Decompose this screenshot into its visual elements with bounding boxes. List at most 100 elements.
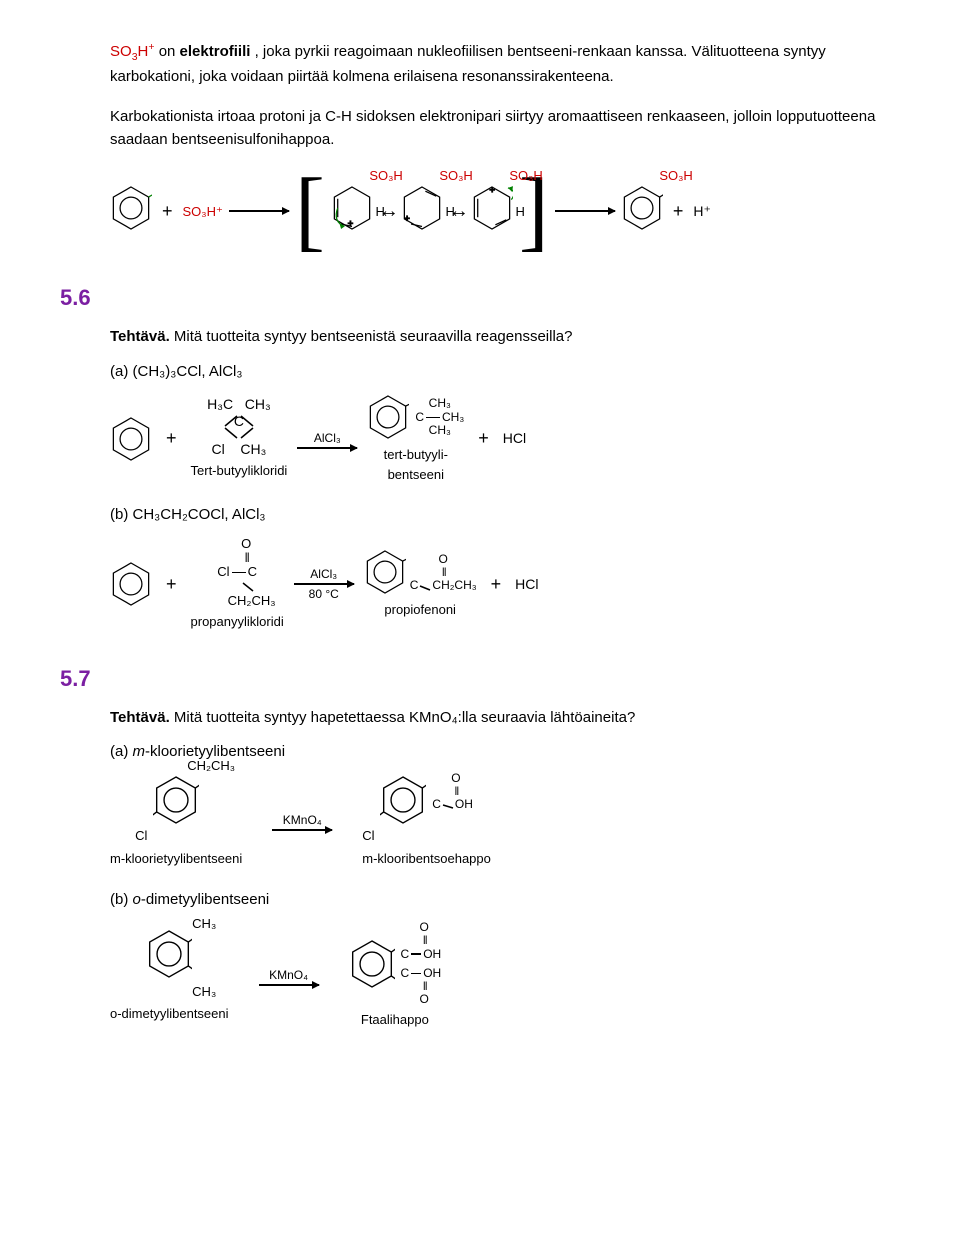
kmno4-57a: KMnO₄ — [283, 811, 322, 829]
ch2ch3-57a: CH₂CH₃ — [187, 756, 235, 776]
hcl-56a: HCl — [503, 428, 526, 449]
bracket-left: [ — [295, 171, 325, 251]
plus-56b-2: + — [491, 571, 502, 598]
oh-57a: OH — [455, 798, 473, 811]
c-center-1: C — [234, 414, 244, 429]
o-56b-1: O — [241, 537, 251, 551]
ch3-57b-2: CH₃ — [192, 982, 216, 1002]
temp-56b: 80 °C — [309, 585, 339, 603]
arrow-1 — [229, 210, 289, 212]
q57-b-label: (b) o-dimetyylibentseeni — [110, 889, 900, 912]
arrow-56a: AlCl₃ — [297, 429, 357, 449]
svg-text:+: + — [489, 184, 494, 194]
m-chloroethyl-name: m-kloorietyylibentseeni — [110, 849, 242, 869]
plus-56a-1: + — [166, 425, 177, 452]
m-chlorobenzoic-name: m-klooribentsoehappo — [362, 849, 491, 869]
so3h-plus: + — [148, 41, 154, 53]
alcl3-56a: AlCl₃ — [314, 429, 341, 447]
svg-text:+: + — [348, 218, 353, 228]
ch3-57b-1: CH₃ — [192, 914, 216, 934]
r3-h: H — [515, 202, 524, 222]
alcl3-56b: AlCl₃ — [310, 565, 337, 583]
r3-so3h: SO₃H — [509, 166, 542, 186]
propanyyl-name: propanyylikloridi — [191, 612, 284, 632]
tbutyl-name: Tert-butyylikloridi — [191, 461, 288, 481]
intro-p2: Karbokationista irtoaa protoni ja C-H si… — [110, 106, 900, 151]
resonance-2: SO₃H H + — [401, 184, 443, 240]
q56-title: Tehtävä. — [110, 328, 170, 345]
oh-57b-1: OH — [423, 948, 441, 961]
c-57b-2: C — [401, 967, 410, 980]
intro-p1: SO3H+ on elektrofiili , joka pyrkii reag… — [110, 40, 900, 88]
cl-56b: Cl — [217, 565, 229, 579]
intro-on: on — [159, 43, 180, 60]
p-ch2ch3-56b: CH₂CH₃ — [432, 579, 476, 592]
r1-h: H — [375, 202, 384, 222]
p-ch3-1: CH₃ — [429, 397, 451, 410]
oh-57b-2: OH — [423, 967, 441, 980]
section-5-7-num: 5.7 — [60, 662, 900, 695]
section-5-7-body: Tehtävä. Mitä tuotteita syntyy hapetetta… — [110, 707, 900, 1030]
propiofenoni-name: propiofenoni — [384, 600, 456, 620]
mechanism-diagram: + SO₃H⁺ [ SO₃H H + ↔ SO₃H H — [110, 171, 900, 251]
so3h-reagent: SO₃H⁺ — [183, 202, 223, 222]
section-5-6-body: Tehtävä. Mitä tuotteita syntyy bentseeni… — [110, 326, 900, 631]
cl-57a-p: Cl — [362, 826, 374, 846]
resonance-1: SO₃H H + — [331, 184, 373, 240]
arrow-56b: AlCl₃ 80 °C — [294, 565, 354, 603]
tbutylbenzene-name: tert-butyyli- bentseeni — [384, 445, 448, 484]
r2-so3h: SO₃H — [439, 166, 472, 186]
c-57b-1: C — [401, 948, 410, 961]
so3h-formula: SO3H+ — [110, 43, 159, 60]
o-xylene-name: o-dimetyylibentseeni — [110, 1004, 229, 1024]
o-xylene: CH₃ CH₃ o-dimetyylibentseeni — [110, 928, 229, 1023]
phthalic-acid: O ‖ COH COH ‖ O Ftaalihappo — [349, 921, 442, 1030]
plus-56a-2: + — [478, 425, 489, 452]
ch3-2: CH₃ — [240, 442, 266, 457]
q56-a-diagram: + H₃C CH₃ C Cl CH₃ Tert-butyylikloridi A… — [110, 393, 900, 484]
q56-b-diagram: + O ‖ ClC CH₂CH₃ propanyylikloridi AlCl₃… — [110, 537, 900, 632]
section-5-6-num: 5.6 — [60, 281, 900, 314]
so3h-h: H — [138, 43, 149, 60]
svg-text:+: + — [404, 213, 409, 223]
ch2ch3-56b: CH₂CH₃ — [228, 594, 276, 608]
arrow-57a: KMnO₄ — [272, 811, 332, 831]
p-c-56b: C — [410, 579, 419, 592]
intro-block: SO3H+ on elektrofiili , joka pyrkii reag… — [110, 40, 900, 151]
plus-2: + — [673, 198, 684, 225]
cl-57a: Cl — [135, 826, 147, 846]
o-57b-2: O — [420, 993, 429, 1006]
q57-b-diagram: CH₃ CH₃ o-dimetyylibentseeni KMnO₄ — [110, 921, 900, 1030]
m-chlorobenzoic-acid: Cl O ‖ COH m-klooribentsoehappo — [362, 774, 491, 869]
r1-so3h: SO₃H — [369, 166, 402, 186]
phthalic-name: Ftaalihappo — [361, 1010, 429, 1030]
h3c-1: H₃C — [207, 397, 233, 412]
benzene-icon — [110, 415, 152, 463]
c-57a-prod: C — [432, 798, 441, 811]
plus-56b-1: + — [166, 571, 177, 598]
resonance-3: SO₃H H + — [471, 184, 513, 240]
kmno4-57b: KMnO₄ — [269, 966, 308, 984]
tbutyl-benzene: CH₃ C CH₃ CH₃ tert-butyyli- bentseeni — [367, 393, 464, 484]
product-benzene: SO₃H — [621, 184, 663, 240]
p-c-1: C — [415, 411, 424, 424]
arrow-2 — [555, 210, 615, 212]
prod-so3h: SO₃H — [659, 166, 692, 186]
hcl-56b: HCl — [515, 574, 538, 595]
p-ch3-2: CH₃ — [442, 411, 464, 424]
propiofenoni: O ‖ CCH₂CH₃ propiofenoni — [364, 548, 477, 620]
h-plus-byproduct: H⁺ — [693, 201, 711, 222]
q57-text: Mitä tuotteita syntyy hapetettaessa KMnO… — [170, 709, 636, 726]
m-chloroethylbenzene: CH₂CH₃ Cl m-kloorietyylibentseeni — [110, 774, 242, 869]
so3h-so: SO — [110, 43, 132, 60]
benzene-icon-b — [110, 560, 152, 608]
benzene-start — [110, 184, 152, 240]
p-ch3-3: CH₃ — [429, 424, 451, 437]
q56: Tehtävä. Mitä tuotteita syntyy bentseeni… — [110, 326, 900, 349]
tbutyl-chloride: H₃C CH₃ C Cl CH₃ Tert-butyylikloridi — [191, 397, 288, 481]
q56-text: Mitä tuotteita syntyy bentseenistä seura… — [170, 328, 573, 345]
q56-b-label: (b) CH₃CH₂COCl, AlCl₃ — [110, 504, 900, 527]
o-57a: O — [451, 772, 460, 785]
q57: Tehtävä. Mitä tuotteita syntyy hapetetta… — [110, 707, 900, 730]
ch3-1: CH₃ — [245, 397, 271, 412]
